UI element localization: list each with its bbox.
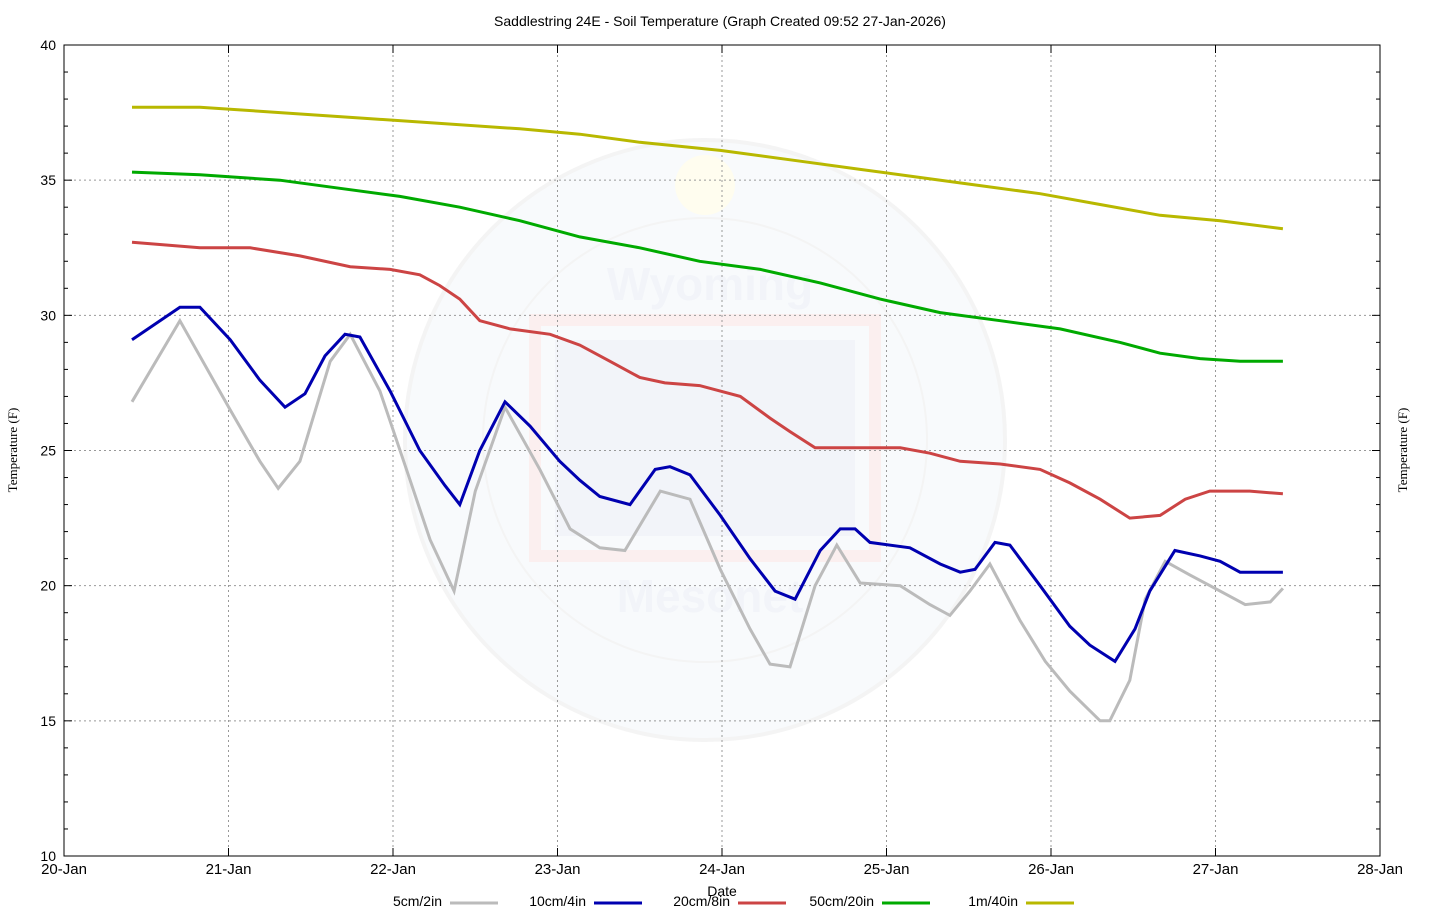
y-tick-label: 40 — [40, 37, 56, 53]
y-tick-label: 35 — [40, 172, 56, 188]
y-tick-label: 25 — [40, 443, 56, 459]
series-line-5cm-2in — [130, 317, 1284, 723]
x-tick-label: 23-Jan — [535, 861, 581, 878]
y-tick-label: 20 — [40, 578, 56, 594]
grid — [64, 45, 1380, 856]
y-axis-label-left: Temperature (F) — [5, 408, 20, 493]
chart-title: Saddlestring 24E - Soil Temperature (Gra… — [494, 13, 946, 29]
series-lines — [130, 105, 1284, 723]
series-line-20cm-8in — [131, 240, 1284, 520]
x-tick-label: 27-Jan — [1193, 861, 1239, 878]
x-axis-label: Date — [707, 883, 737, 899]
y-tick-label: 15 — [40, 713, 56, 729]
legend-label: 1m/40in — [968, 893, 1018, 909]
series-line-10cm-4in — [131, 305, 1283, 664]
legend-label: 50cm/20in — [809, 893, 874, 909]
x-tick-label: 20-Jan — [41, 861, 87, 878]
wyoming-mesonet-watermark-logo: Wyoming Mesonet — [403, 138, 1007, 742]
x-tick-label: 26-Jan — [1028, 861, 1074, 878]
x-tick-label: 24-Jan — [699, 861, 745, 878]
series-line-50cm-20in — [131, 170, 1283, 363]
y-tick-label: 30 — [40, 307, 56, 323]
svg-text:Mesonet: Mesonet — [617, 570, 804, 622]
y-axis-label-right: Temperature (F) — [1395, 408, 1410, 493]
x-tick-label: 28-Jan — [1357, 861, 1403, 878]
legend-label: 10cm/4in — [529, 893, 586, 909]
svg-text:Wyoming: Wyoming — [607, 258, 813, 310]
x-tick-label: 21-Jan — [206, 861, 252, 878]
legend: 5cm/2in 10cm/4in 20cm/8in 50cm/20in 1m/40in — [393, 893, 1074, 909]
y-tick-label: 10 — [40, 848, 56, 864]
legend-label: 20cm/8in — [673, 893, 730, 909]
axis-ticks: 10 15 20 25 30 35 40 20-Jan 21-Jan 22-Jan 23-Jan 24… — [40, 37, 1403, 878]
legend-label: 5cm/2in — [393, 893, 442, 909]
x-tick-label: 25-Jan — [864, 861, 910, 878]
x-tick-label: 22-Jan — [370, 861, 416, 878]
series-line-1m-40in — [132, 105, 1284, 231]
